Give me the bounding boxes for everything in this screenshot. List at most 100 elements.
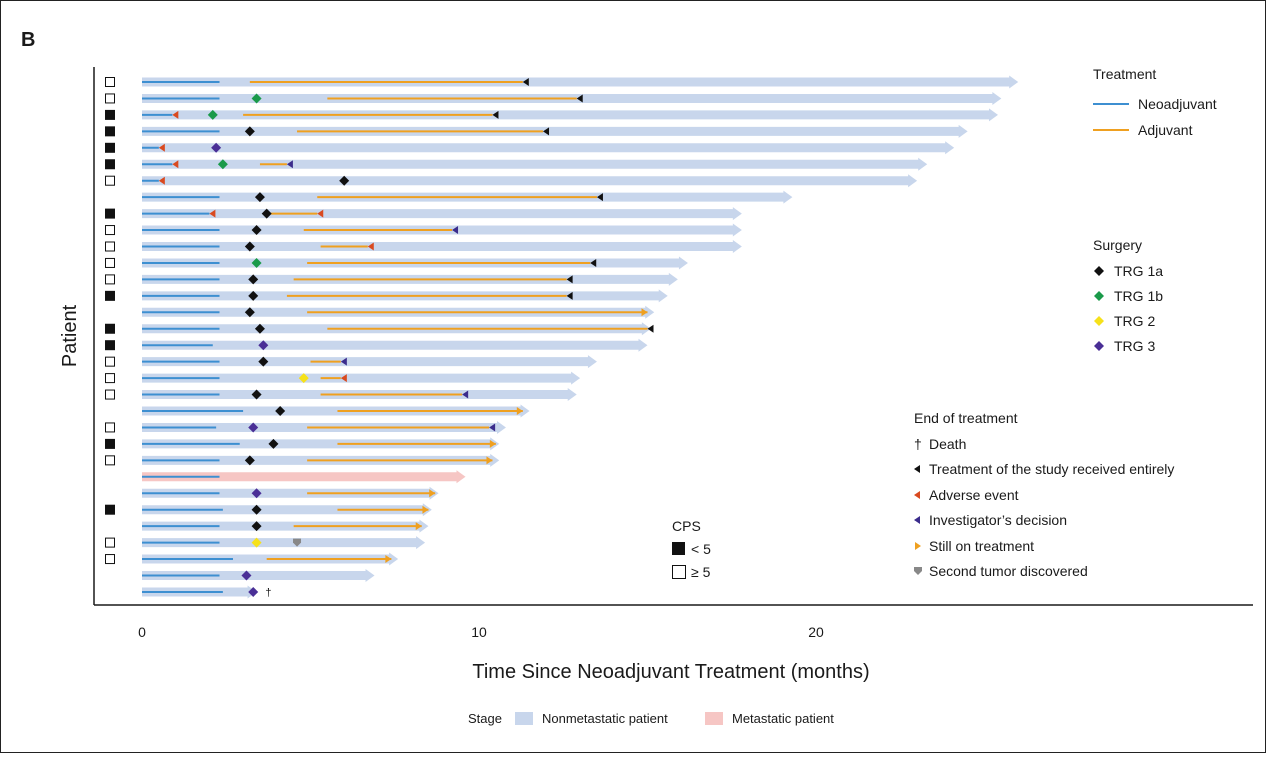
cps-marker-high [105, 225, 115, 236]
surgery-marker [268, 438, 279, 449]
treatment-completed-marker [543, 127, 550, 136]
cps-marker-low [105, 290, 115, 301]
stage-bar [142, 503, 432, 517]
x-tick-label: 20 [808, 624, 824, 640]
surgery-marker [251, 504, 262, 515]
cps-marker-low [105, 340, 115, 351]
cps-marker-high [105, 554, 115, 565]
second-tumor-label: Second tumor discovered [929, 563, 1088, 579]
cps-marker-high [105, 455, 115, 466]
stage-bar [142, 108, 998, 122]
investigator-decision-label: Investigator’s decision [929, 512, 1067, 528]
surgery-marker [248, 290, 259, 301]
surgery-marker [261, 208, 272, 219]
surgery-marker [244, 455, 255, 466]
cps-marker-low [105, 438, 115, 449]
nonmetastatic-label: Nonmetastatic patient [542, 711, 668, 726]
still-on-treatment-marker [486, 456, 493, 465]
panel-label: B [21, 29, 35, 51]
surgery-marker [248, 274, 259, 285]
still-on-treatment-marker [415, 522, 422, 531]
adverse-event-marker [209, 209, 216, 218]
stage-bar [142, 404, 530, 418]
treatment-completed-marker [566, 275, 573, 284]
stage-bar [142, 75, 1019, 89]
y-axis-title: Patient [59, 304, 81, 367]
death-marker: † [265, 587, 271, 599]
stage-bar [142, 338, 648, 352]
surgery-marker [251, 225, 262, 236]
cps-marker-high [105, 93, 115, 104]
cps-legend-title: CPS [672, 518, 701, 534]
trg-1b-label: TRG 1b [1114, 288, 1163, 304]
treatment-completed-marker [522, 78, 529, 86]
stage-bar [142, 470, 466, 484]
adverse-event-marker [340, 374, 347, 383]
treatment-completed-marker [576, 94, 583, 103]
trg-1a-label: TRG 1a [1114, 263, 1163, 279]
surgery-marker [248, 422, 259, 433]
treatment-completed-marker [596, 193, 603, 202]
still-on-treatment-marker [429, 489, 436, 498]
x-tick-label: 0 [138, 624, 146, 640]
death-icon: † [914, 436, 922, 452]
treatment-legend: Treatment Neoadjuvant Adjuvant [1093, 66, 1217, 138]
cps-marker-high [105, 175, 115, 186]
cps-marker-high [105, 77, 115, 87]
trg-3-label: TRG 3 [1114, 338, 1155, 354]
surgery-legend: Surgery TRG 1a TRG 1b TRG 2 TRG 3 [1093, 237, 1163, 354]
stage-bar [142, 174, 918, 188]
cps-high-label: ≥ 5 [691, 564, 711, 580]
surgery-marker [244, 241, 255, 252]
stage-bar [142, 355, 597, 369]
cps-marker-high [105, 389, 115, 400]
neoadjuvant-label: Neoadjuvant [1138, 96, 1217, 112]
investigator-decision-marker [286, 160, 293, 169]
cps-legend: CPS < 5 ≥ 5 [672, 518, 711, 580]
adverse-event-marker [317, 209, 324, 218]
stage-bar [142, 519, 429, 533]
trg-1b-icon [1094, 291, 1104, 301]
treatment-completed-marker [492, 110, 499, 119]
surgery-marker [251, 521, 262, 532]
second-tumor-marker [293, 538, 302, 547]
completed-label: Treatment of the study received entirely [929, 461, 1174, 477]
stage-bar [142, 124, 968, 138]
trg-2-icon [1094, 316, 1104, 326]
adverse-event-marker [158, 143, 165, 152]
surgery-marker [217, 159, 228, 170]
cps-marker-low [105, 126, 115, 137]
adverse-event-label: Adverse event [929, 487, 1019, 503]
surgery-marker [258, 356, 269, 367]
surgery-marker [244, 307, 255, 318]
surgery-marker [241, 570, 252, 581]
trg-3-icon [1094, 341, 1104, 351]
stage-bar [142, 141, 955, 155]
still-on-treatment-marker [641, 308, 648, 317]
still-on-treatment-icon [915, 542, 921, 550]
cps-marker-high [105, 274, 115, 285]
investigator-decision-marker [340, 357, 347, 366]
treatment-completed-marker [590, 258, 597, 267]
cps-marker-high [105, 356, 115, 367]
investigator-decision-icon [914, 516, 920, 524]
stage-legend: Stage Nonmetastatic patient Metastatic p… [468, 711, 834, 726]
stage-bar [142, 437, 500, 451]
cps-marker-low [105, 142, 115, 153]
still-on-treatment-marker [489, 439, 496, 448]
still-on-treatment-marker [422, 505, 429, 514]
adjuvant-label: Adjuvant [1138, 122, 1193, 138]
surgery-marker [207, 109, 218, 120]
adverse-event-marker [367, 242, 374, 251]
x-tick-label: 10 [471, 624, 487, 640]
metastatic-label: Metastatic patient [732, 711, 834, 726]
nonmetastatic-swatch [515, 712, 533, 725]
surgery-marker [251, 488, 262, 499]
adverse-event-marker [172, 110, 179, 119]
stage-bar [142, 486, 439, 500]
stage-bar [142, 536, 426, 550]
adverse-event-marker [172, 160, 179, 169]
cps-marker-high [105, 241, 115, 252]
surgery-marker [211, 142, 222, 153]
